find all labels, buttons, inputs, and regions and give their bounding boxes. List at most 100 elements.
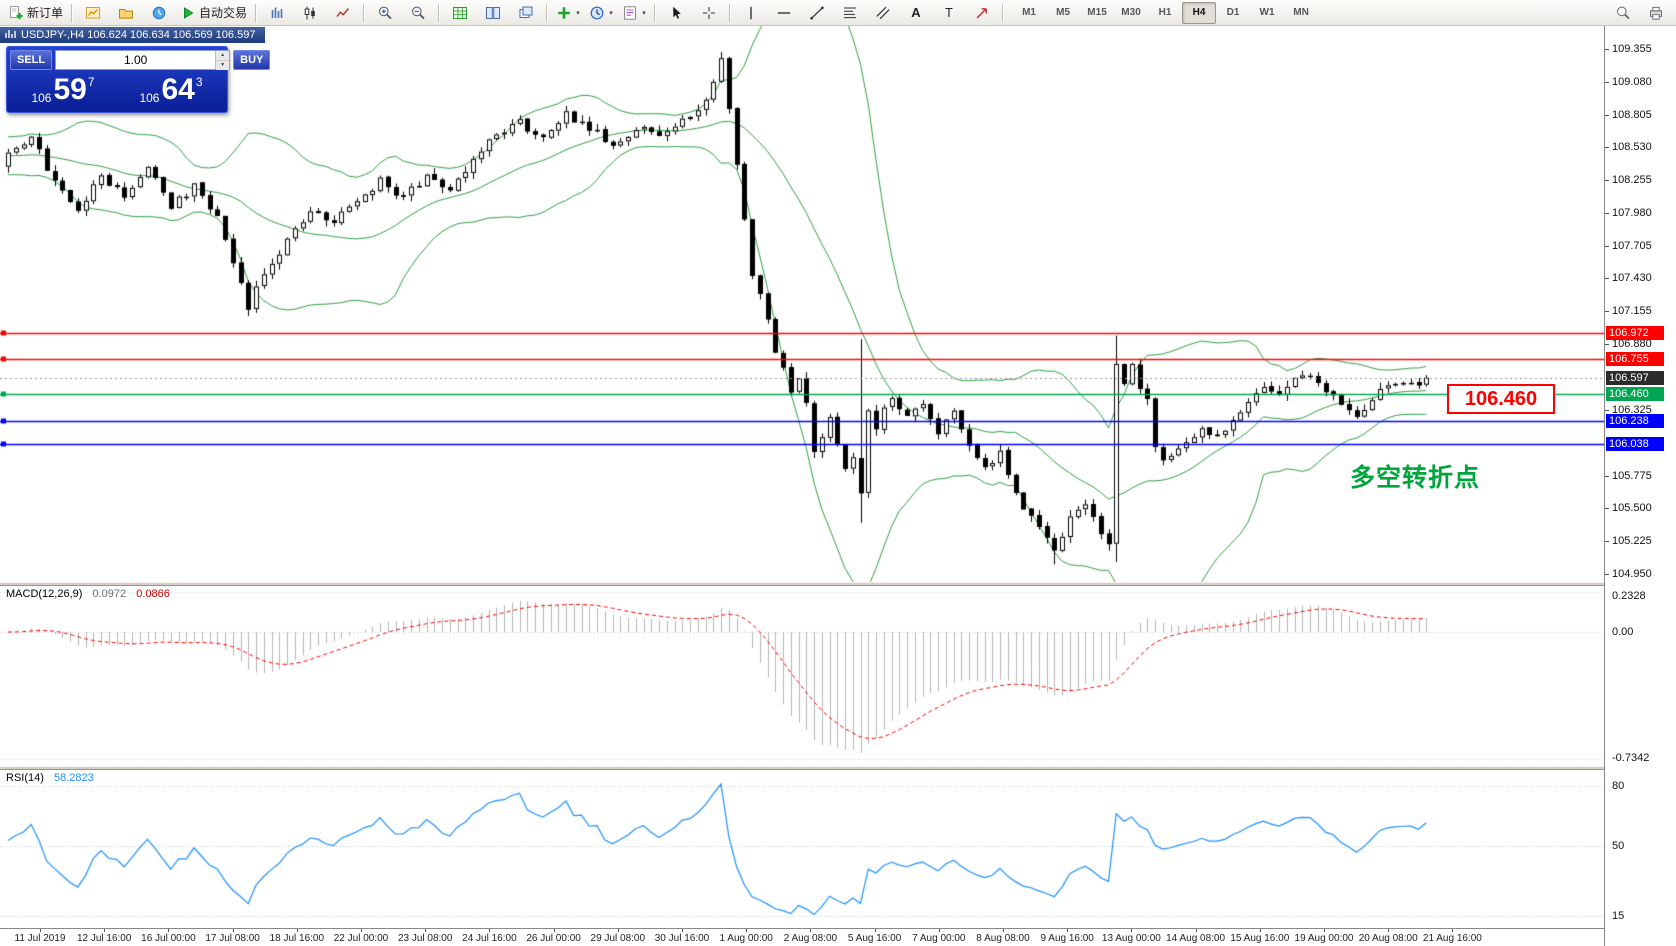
timeframe-h4-button[interactable]: H4 xyxy=(1182,1,1217,24)
time-axis-label: 8 Aug 08:00 xyxy=(976,933,1030,944)
volume-up-icon[interactable]: ▲ xyxy=(216,51,230,61)
toolbar-separator xyxy=(1002,3,1005,22)
cascade-button[interactable] xyxy=(510,1,542,25)
periods-button[interactable]: ▾ xyxy=(585,1,617,25)
time-axis-label: 17 Jul 08:00 xyxy=(205,933,260,944)
candlestick-icon xyxy=(302,5,318,21)
tile-windows-button[interactable] xyxy=(477,1,509,25)
rsi-axis-label: 50 xyxy=(1612,840,1625,852)
bar-chart-button[interactable] xyxy=(261,1,293,25)
price-tick-label: 109.080 xyxy=(1612,75,1652,88)
time-axis-label: 12 Jul 16:00 xyxy=(76,933,132,944)
new-order-button[interactable]: 新订单 xyxy=(4,1,67,25)
price-tick-mark xyxy=(1605,147,1609,149)
timeframe-w1-button[interactable]: W1 xyxy=(1259,7,1275,18)
vertical-line-button[interactable] xyxy=(735,1,767,25)
one-click-trading-panel: SELL ▲ ▼ BUY 106 59 7 106 64 3 xyxy=(6,46,271,113)
volume-spinner[interactable]: ▲ ▼ xyxy=(215,51,230,70)
toolbar-separator xyxy=(729,3,732,22)
timeframe-m5-button[interactable]: M5 xyxy=(1056,7,1070,18)
time-axis-label: 18 Jul 16:00 xyxy=(269,933,325,944)
bid-price-button[interactable]: 106 59 7 xyxy=(10,72,116,109)
ask-price-button[interactable]: 106 64 3 xyxy=(118,72,224,109)
bid-pip-digit: 7 xyxy=(87,75,95,89)
time-axis-label: 9 Aug 16:00 xyxy=(1040,933,1094,944)
fibonacci-button[interactable] xyxy=(834,1,866,25)
price-tick-label: 106.325 xyxy=(1612,404,1652,417)
timeframe-h1-button[interactable]: H1 xyxy=(1158,7,1172,18)
time-axis-label: 11 Jul 2019 xyxy=(14,933,66,944)
time-tick-mark xyxy=(104,929,105,932)
crosshair-icon xyxy=(701,5,717,21)
time-axis[interactable]: 11 Jul 2019 12 Jul 16:00 16 Jul 00:00 17 Ju… xyxy=(0,928,1604,946)
time-tick-mark xyxy=(233,929,234,932)
price-tick-label: 105.775 xyxy=(1612,469,1652,482)
turning-point-annotation[interactable]: 多空转折点 xyxy=(1350,464,1481,492)
price-line-badge: 106.238 xyxy=(1606,413,1664,428)
price-line-badge: 106.460 xyxy=(1606,387,1664,402)
price-annotation-box[interactable]: 106.460 xyxy=(1447,384,1555,414)
volume-down-icon[interactable]: ▼ xyxy=(216,61,230,70)
text-button[interactable]: A xyxy=(900,1,932,25)
label-button[interactable]: T xyxy=(933,1,965,25)
price-tick-mark xyxy=(1605,574,1609,576)
chart-button[interactable] xyxy=(77,1,109,25)
macd-main-value: 0.0972 xyxy=(92,588,127,600)
line-chart-button[interactable] xyxy=(327,1,359,25)
periods-icon xyxy=(589,5,605,21)
label-icon: T xyxy=(941,5,957,21)
horizontal-line-button[interactable] xyxy=(768,1,800,25)
time-tick-mark xyxy=(1324,929,1325,932)
arrows-button[interactable] xyxy=(966,1,998,25)
dropdown-caret-icon: ▾ xyxy=(642,9,646,17)
time-axis-label: 23 Jul 08:00 xyxy=(397,933,453,944)
candlestick-button[interactable] xyxy=(294,1,326,25)
channel-button[interactable] xyxy=(867,1,899,25)
timeframe-m30-button[interactable]: M30 xyxy=(1121,7,1141,18)
volume-field[interactable]: ▲ ▼ xyxy=(55,50,231,70)
templates-button[interactable]: ▾ xyxy=(618,1,650,25)
auto-trading-button[interactable]: 自动交易 xyxy=(176,1,251,25)
time-tick-mark xyxy=(489,929,490,932)
zoom-in-button[interactable] xyxy=(369,1,401,25)
time-tick-mark xyxy=(554,929,555,932)
timeframe-m15-button[interactable]: M15 xyxy=(1087,7,1107,18)
volume-input[interactable] xyxy=(56,51,216,69)
trendline-button[interactable] xyxy=(801,1,833,25)
time-tick-mark xyxy=(425,929,426,932)
cursor-button[interactable] xyxy=(660,1,692,25)
time-tick-mark xyxy=(297,929,298,932)
timeframe-m1-button[interactable]: M1 xyxy=(1022,7,1036,18)
grid-button[interactable] xyxy=(444,1,476,25)
price-tick-mark xyxy=(1605,49,1609,50)
search-button[interactable] xyxy=(1607,1,1639,25)
new-order-icon xyxy=(8,5,24,21)
sell-button[interactable]: SELL xyxy=(10,50,53,70)
panel-splitter[interactable] xyxy=(0,582,1676,586)
auto-trading-button-label: 自动交易 xyxy=(199,6,248,20)
price-tick-label: 108.805 xyxy=(1612,108,1652,121)
buy-button[interactable]: BUY xyxy=(233,50,271,70)
market-watch-button[interactable] xyxy=(143,1,175,25)
timeframe-d1-button[interactable]: D1 xyxy=(1226,7,1240,18)
time-tick-mark xyxy=(1260,929,1261,932)
price-axis[interactable]: 109.355 109.080 108.805 108.530 108.255 107.9… xyxy=(1604,26,1676,946)
macd-axis-label: 0.00 xyxy=(1612,626,1634,639)
price-tick-mark xyxy=(1605,475,1609,477)
indicators-button[interactable]: ▾ xyxy=(552,1,584,25)
timeframe-mn-button[interactable]: MN xyxy=(1293,7,1309,18)
crosshair-button[interactable] xyxy=(693,1,725,25)
time-tick-mark xyxy=(618,929,619,932)
dropdown-caret-icon: ▾ xyxy=(576,9,580,17)
profiles-button[interactable] xyxy=(110,1,142,25)
panel-splitter[interactable] xyxy=(0,766,1676,770)
price-tick-mark xyxy=(1605,343,1609,345)
print-button[interactable] xyxy=(1640,1,1672,25)
time-tick-mark xyxy=(361,929,362,932)
chart-icon xyxy=(85,5,101,21)
time-tick-mark xyxy=(168,929,169,932)
time-tick-mark xyxy=(682,929,683,932)
zoom-out-button[interactable] xyxy=(402,1,434,25)
